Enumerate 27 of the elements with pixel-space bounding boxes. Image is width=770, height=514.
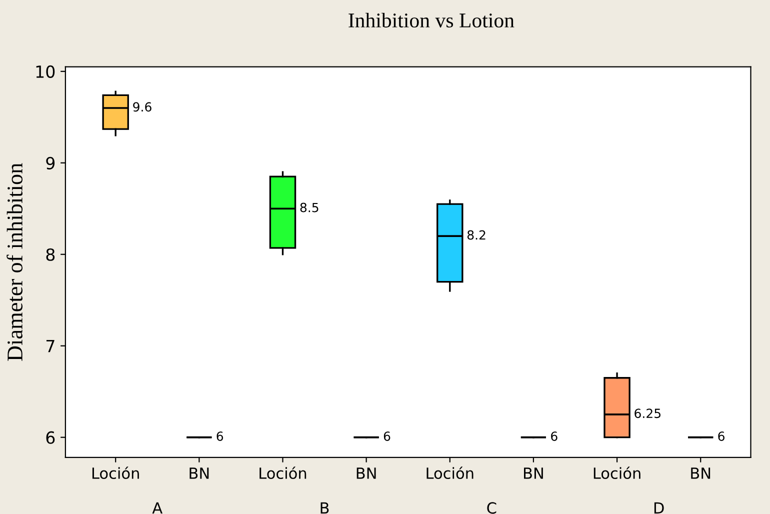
y-tick-label: 6 [46,431,55,444]
x-tick-label: Loción [594,466,640,480]
x-tick-label: BN [356,468,376,479]
text: A [152,502,162,514]
text: 6 [216,432,224,441]
text: D [654,502,664,514]
text: 6.25 [634,408,660,418]
text: 6 [384,432,390,441]
x-tick-label: Loción [260,466,306,480]
chart-title: Inhibition vs Lotion [348,12,514,28]
y-axis-title: Diameter of inhibition [6,163,22,361]
text: 8.2 [467,230,486,240]
x-tick-label: Loción [92,466,139,480]
y-tick-label: 7 [46,340,54,352]
text: 8.5 [300,202,318,212]
x-tick-label: Loción [426,466,474,480]
text: 6 [718,432,724,441]
y-tick-label: 10 [36,65,55,78]
text: 9.6 [133,102,152,112]
x-tick-label: BN [524,468,543,479]
x-tick-label: BN [190,468,209,479]
y-tick-label: 8 [46,248,55,261]
x-tick-label: BN [691,468,710,479]
text: B [320,502,329,514]
text: 6 [551,432,558,441]
text: C [487,502,496,514]
y-tick-label: 9 [46,156,55,170]
